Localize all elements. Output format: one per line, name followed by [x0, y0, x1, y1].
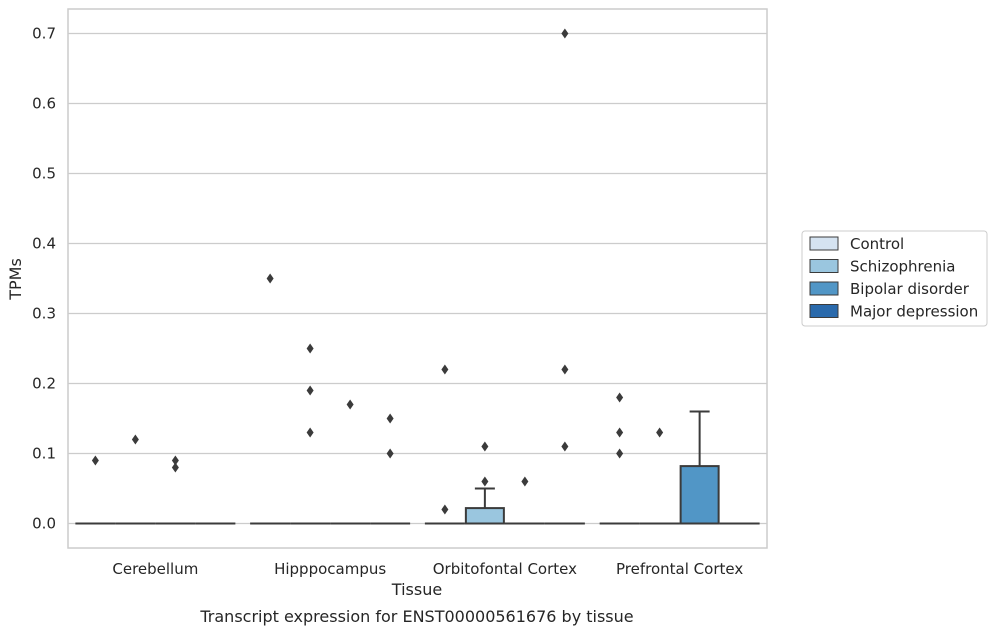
y-tick-label: 0.0	[32, 515, 56, 533]
legend-swatch	[809, 281, 839, 296]
outlier-point	[386, 413, 394, 424]
x-tick-labels: Cerebellum Hipppocampus Orbitofontal Corte…	[112, 560, 743, 578]
outlier-point	[481, 441, 489, 452]
outlier-point	[306, 343, 314, 354]
y-axis-label: TPMs	[6, 258, 25, 301]
outlier-point	[386, 448, 394, 459]
outlier-point	[266, 273, 274, 284]
outlier-point	[171, 455, 179, 466]
box-body	[464, 507, 505, 525]
outlier-point	[561, 364, 569, 375]
outlier-point	[441, 364, 449, 375]
outlier-point	[306, 385, 314, 396]
outlier-point	[346, 399, 354, 410]
y-tick-label: 0.5	[32, 165, 56, 183]
x-tick-label: Orbitofontal Cortex	[433, 560, 577, 578]
x-tick-label: Cerebellum	[112, 560, 198, 578]
legend-swatch	[809, 259, 839, 273]
plot-area-frame	[67, 8, 768, 549]
outlier-point	[171, 462, 179, 473]
y-tick-labels: 0.0 0.1 0.2 0.3 0.4 0.5 0.6 0.7	[32, 25, 56, 533]
legend-swatch	[809, 304, 839, 318]
y-tick-label: 0.1	[32, 445, 56, 463]
box-body	[679, 465, 720, 525]
figure-caption: Transcript expression for ENST0000056167…	[199, 607, 633, 626]
x-tick-label: Hipppocampus	[274, 560, 386, 578]
outlier-point	[561, 441, 569, 452]
legend-label: Bipolar disorder	[850, 280, 970, 298]
legend-label: Control	[850, 235, 904, 253]
y-tick-label: 0.2	[32, 375, 56, 393]
outlier-point	[91, 455, 99, 466]
gridlines	[68, 32, 767, 525]
legend-frame	[801, 230, 988, 327]
outlier-point	[616, 427, 624, 438]
outliers	[91, 28, 664, 515]
legend: Control Schizophrenia Bipolar disorder Majo…	[801, 230, 988, 327]
outlier-point	[616, 448, 624, 459]
outlier-point	[441, 504, 449, 515]
outlier-point	[481, 476, 489, 487]
legend-label: Major depression	[850, 303, 978, 321]
outlier-point	[521, 476, 529, 487]
outlier-point	[306, 427, 314, 438]
outlier-point	[131, 434, 139, 445]
y-tick-label: 0.3	[32, 305, 56, 323]
outlier-point	[616, 392, 624, 403]
legend-label: Schizophrenia	[850, 258, 955, 276]
y-tick-label: 0.6	[32, 95, 56, 113]
y-tick-label: 0.7	[32, 25, 56, 43]
outlier-point	[656, 427, 664, 438]
outlier-point	[561, 28, 569, 39]
x-axis-label: Tissue	[391, 580, 442, 599]
boxes	[75, 410, 760, 525]
y-tick-label: 0.4	[32, 235, 56, 253]
x-tick-label: Prefrontal Cortex	[616, 560, 743, 578]
legend-swatch	[809, 236, 839, 251]
